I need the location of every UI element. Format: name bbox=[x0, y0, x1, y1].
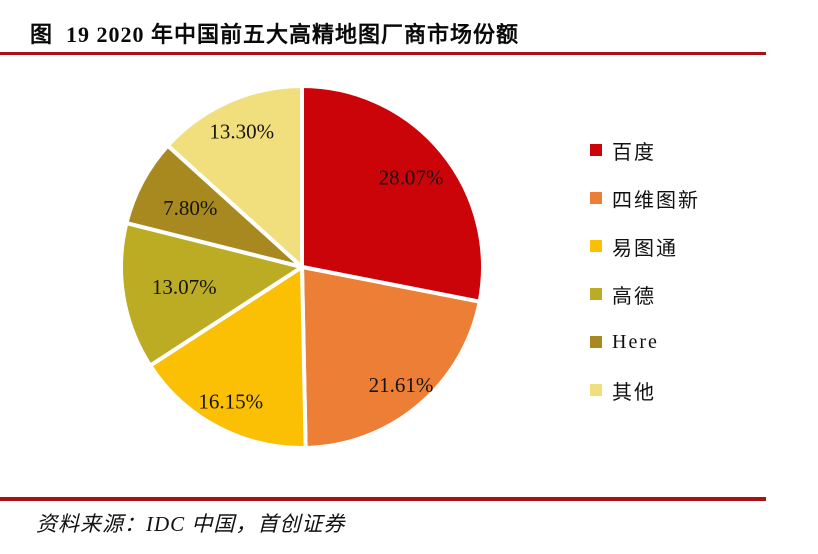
legend-swatch bbox=[590, 336, 602, 348]
pie-slice-4 bbox=[119, 221, 304, 368]
legend-label: 四维图新 bbox=[612, 189, 700, 212]
pie-slice-1 bbox=[300, 84, 485, 304]
legend-item: 其他 bbox=[590, 366, 700, 414]
chart-legend: 百度四维图新易图通高德 Here 其他 bbox=[590, 126, 700, 414]
slice-value-label: 7.80% bbox=[163, 196, 217, 220]
legend-swatch bbox=[590, 288, 602, 300]
title-underline-rule bbox=[0, 52, 766, 55]
slice-value-label: 28.07% bbox=[379, 166, 444, 190]
figure-title: 图 19 2020 年中国前五大高精地图厂商市场份额 bbox=[30, 22, 520, 47]
legend-item: 易图通 bbox=[590, 222, 700, 270]
legend-label: 其他 bbox=[612, 381, 656, 404]
legend-item: 百度 bbox=[590, 126, 700, 174]
pie-slice-6 bbox=[165, 84, 304, 269]
footer-rule bbox=[0, 497, 766, 501]
legend-label: 易图通 bbox=[612, 237, 678, 260]
legend-label: 百度 bbox=[612, 141, 656, 164]
slice-value-label: 13.30% bbox=[209, 120, 274, 144]
slice-value-label: 21.61% bbox=[369, 373, 434, 397]
slice-value-label: 16.15% bbox=[198, 390, 263, 414]
pie-chart-area: 28.07% 21.61% 16.15% 13.07% 7.80% 13.30% bbox=[92, 57, 512, 477]
legend-item: 高德 bbox=[590, 270, 700, 318]
slice-value-label: 13.07% bbox=[152, 275, 217, 299]
legend-swatch bbox=[590, 192, 602, 204]
pie-slice-2 bbox=[300, 265, 482, 450]
legend-item: 四维图新 bbox=[590, 174, 700, 222]
legend-swatch bbox=[590, 144, 602, 156]
legend-label: Here bbox=[612, 330, 659, 353]
legend-label: 高德 bbox=[612, 285, 656, 308]
pie-slice-3 bbox=[148, 265, 308, 450]
source-note: 资料来源：IDC 中国，首创证券 bbox=[36, 512, 346, 536]
pie-chart: 28.07% 21.61% 16.15% 13.07% 7.80% 13.30% bbox=[119, 84, 485, 450]
legend-swatch bbox=[590, 240, 602, 252]
legend-item: Here bbox=[590, 318, 700, 366]
legend-swatch bbox=[590, 384, 602, 396]
